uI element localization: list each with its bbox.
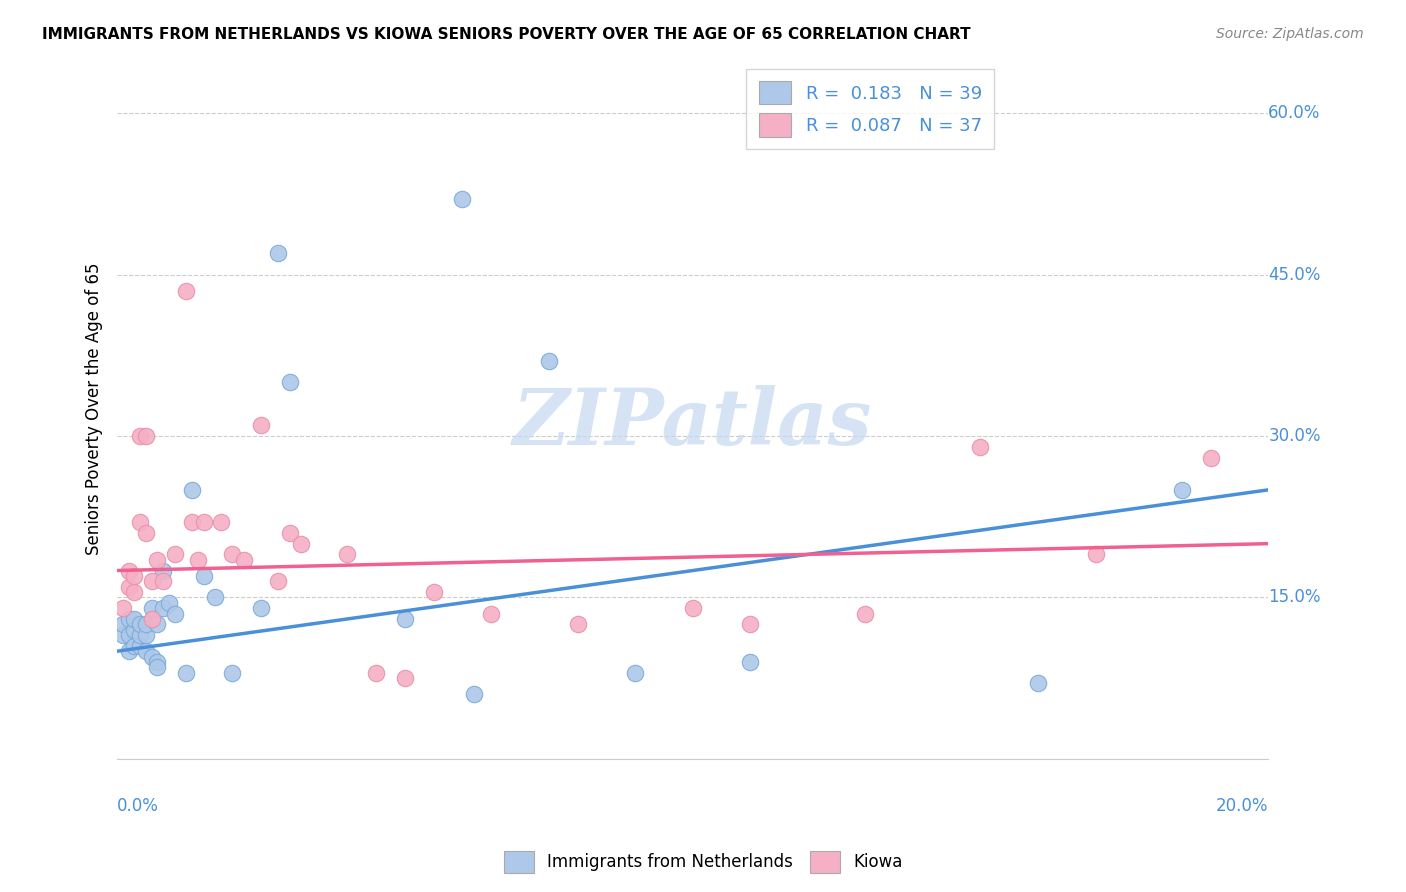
Point [124, 569, 146, 583]
Point [141, 601, 163, 615]
Point [394, 671, 416, 685]
Point [141, 574, 163, 589]
Point [682, 601, 704, 615]
Text: Source: ZipAtlas.com: Source: ZipAtlas.com [1216, 27, 1364, 41]
Point [111, 628, 134, 642]
Point [336, 548, 359, 562]
Text: 30.0%: 30.0% [1268, 427, 1320, 445]
Point [129, 429, 152, 443]
Point [366, 665, 388, 680]
Point [267, 246, 290, 260]
Point [152, 564, 174, 578]
Text: 60.0%: 60.0% [1268, 104, 1320, 122]
Point [124, 585, 146, 599]
Point [193, 569, 215, 583]
Point [135, 644, 157, 658]
Point [181, 483, 204, 497]
Point [118, 580, 141, 594]
Point [209, 515, 232, 529]
Point [181, 515, 204, 529]
Point [174, 284, 197, 298]
Point [152, 601, 174, 615]
Point [1171, 483, 1194, 497]
Point [204, 591, 226, 605]
Legend: Immigrants from Netherlands, Kiowa: Immigrants from Netherlands, Kiowa [498, 845, 908, 880]
Point [141, 649, 163, 664]
Point [232, 553, 254, 567]
Point [152, 574, 174, 589]
Point [118, 564, 141, 578]
Point [1026, 676, 1049, 690]
Point [146, 660, 169, 674]
Point [157, 596, 180, 610]
Point [969, 440, 991, 454]
Point [174, 665, 197, 680]
Point [163, 607, 186, 621]
Point [290, 536, 312, 550]
Point [422, 585, 444, 599]
Point [124, 612, 146, 626]
Point [129, 515, 152, 529]
Point [278, 376, 301, 390]
Point [624, 665, 647, 680]
Point [250, 601, 273, 615]
Point [135, 628, 157, 642]
Point [141, 612, 163, 626]
Point [135, 429, 157, 443]
Point [135, 525, 157, 540]
Point [451, 193, 474, 207]
Point [853, 607, 876, 621]
Legend: R =  0.183   N = 39, R =  0.087   N = 37: R = 0.183 N = 39, R = 0.087 N = 37 [747, 69, 994, 149]
Point [193, 515, 215, 529]
Point [740, 655, 762, 669]
Point [111, 617, 134, 632]
Point [111, 601, 134, 615]
Point [146, 617, 169, 632]
Point [1199, 450, 1222, 465]
Point [479, 607, 502, 621]
Point [146, 553, 169, 567]
Point [537, 353, 560, 368]
Point [129, 628, 152, 642]
Point [163, 548, 186, 562]
Point [463, 687, 485, 701]
Point [250, 418, 273, 433]
Point [118, 628, 141, 642]
Point [394, 612, 416, 626]
Point [118, 644, 141, 658]
Point [267, 574, 290, 589]
Y-axis label: Seniors Poverty Over the Age of 65: Seniors Poverty Over the Age of 65 [86, 263, 103, 556]
Point [567, 617, 589, 632]
Text: 0.0%: 0.0% [117, 797, 159, 815]
Point [221, 548, 243, 562]
Point [124, 639, 146, 653]
Point [129, 639, 152, 653]
Point [129, 617, 152, 632]
Text: 20.0%: 20.0% [1216, 797, 1268, 815]
Point [118, 612, 141, 626]
Point [740, 617, 762, 632]
Point [124, 623, 146, 637]
Point [278, 525, 301, 540]
Text: IMMIGRANTS FROM NETHERLANDS VS KIOWA SENIORS POVERTY OVER THE AGE OF 65 CORRELAT: IMMIGRANTS FROM NETHERLANDS VS KIOWA SEN… [42, 27, 970, 42]
Point [146, 655, 169, 669]
Point [187, 553, 209, 567]
Text: 45.0%: 45.0% [1268, 266, 1320, 284]
Text: 15.0%: 15.0% [1268, 589, 1320, 607]
Point [221, 665, 243, 680]
Text: ZIPatlas: ZIPatlas [513, 385, 872, 461]
Point [135, 617, 157, 632]
Point [1084, 548, 1107, 562]
